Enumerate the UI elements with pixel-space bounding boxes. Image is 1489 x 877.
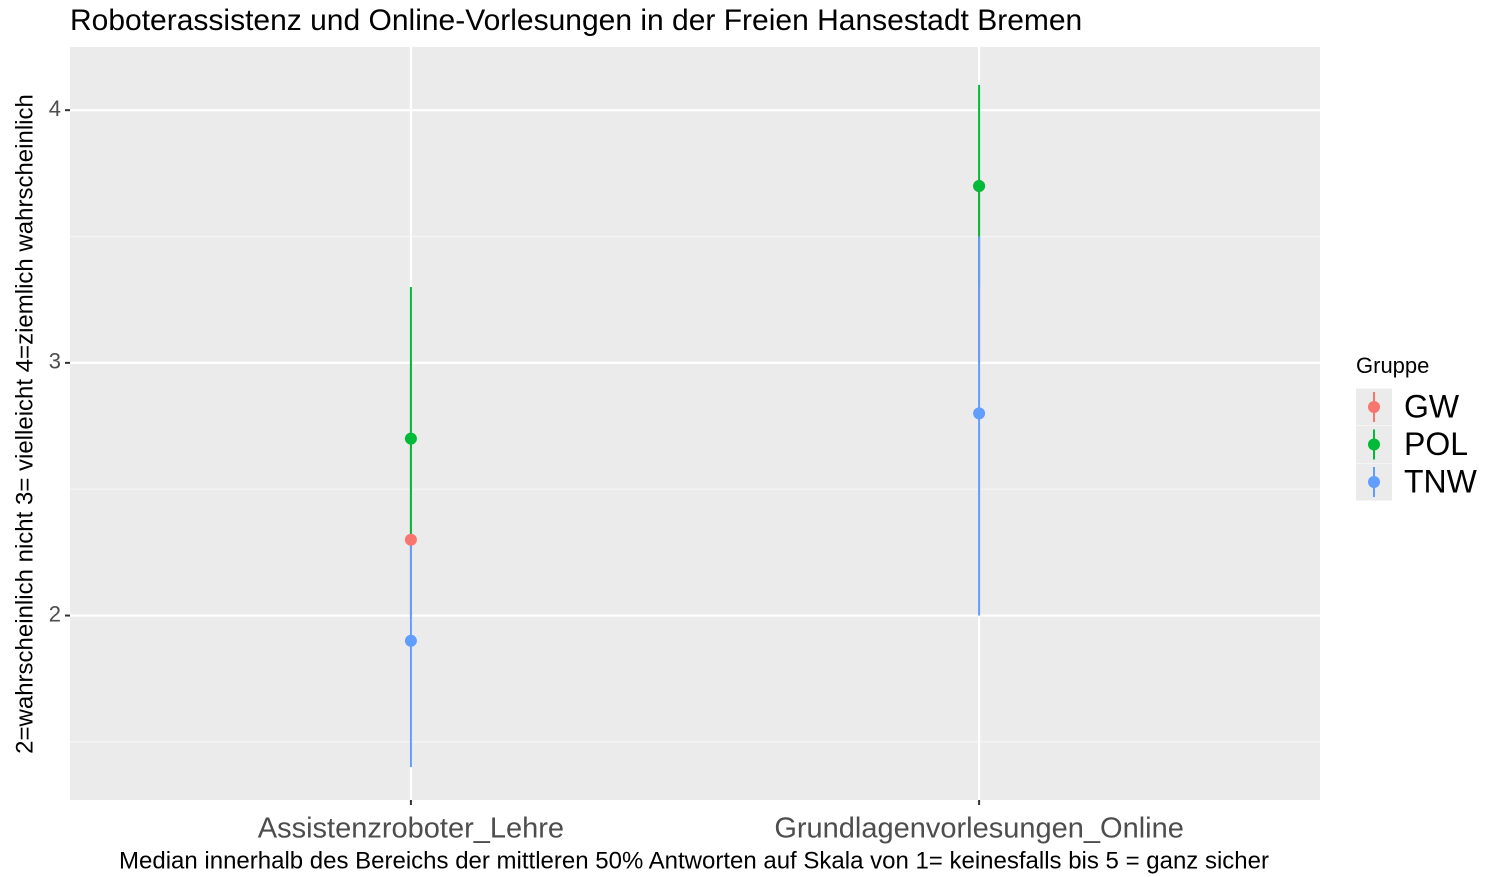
legend-label: TNW [1404,463,1478,499]
y-tick-label: 3 [49,349,61,374]
legend-key-point [1368,438,1380,451]
legend-title: Gruppe [1356,353,1429,378]
x-tick-label: Assistenzroboter_Lehre [258,813,564,845]
point [973,179,986,192]
legend-label: POL [1404,426,1468,462]
point [973,407,986,420]
x-tick-label: Grundlagenvorlesungen_Online [774,813,1184,845]
chart-title: Roboterassistenz und Online-Vorlesungen … [70,4,1082,37]
point [404,533,417,546]
y-axis-label: 2=wahrscheinlich nicht 3= vielleicht 4=z… [11,94,38,754]
point [404,634,417,647]
point [404,432,417,445]
legend-key-point [1368,401,1380,413]
legend-label: GW [1404,388,1460,424]
panel [70,47,1320,800]
y-tick-label: 2 [49,601,61,626]
legend-key-point [1368,476,1380,488]
y-tick-label: 4 [49,96,61,121]
x-axis-label: Median innerhalb des Bereichs der mittle… [119,847,1269,874]
